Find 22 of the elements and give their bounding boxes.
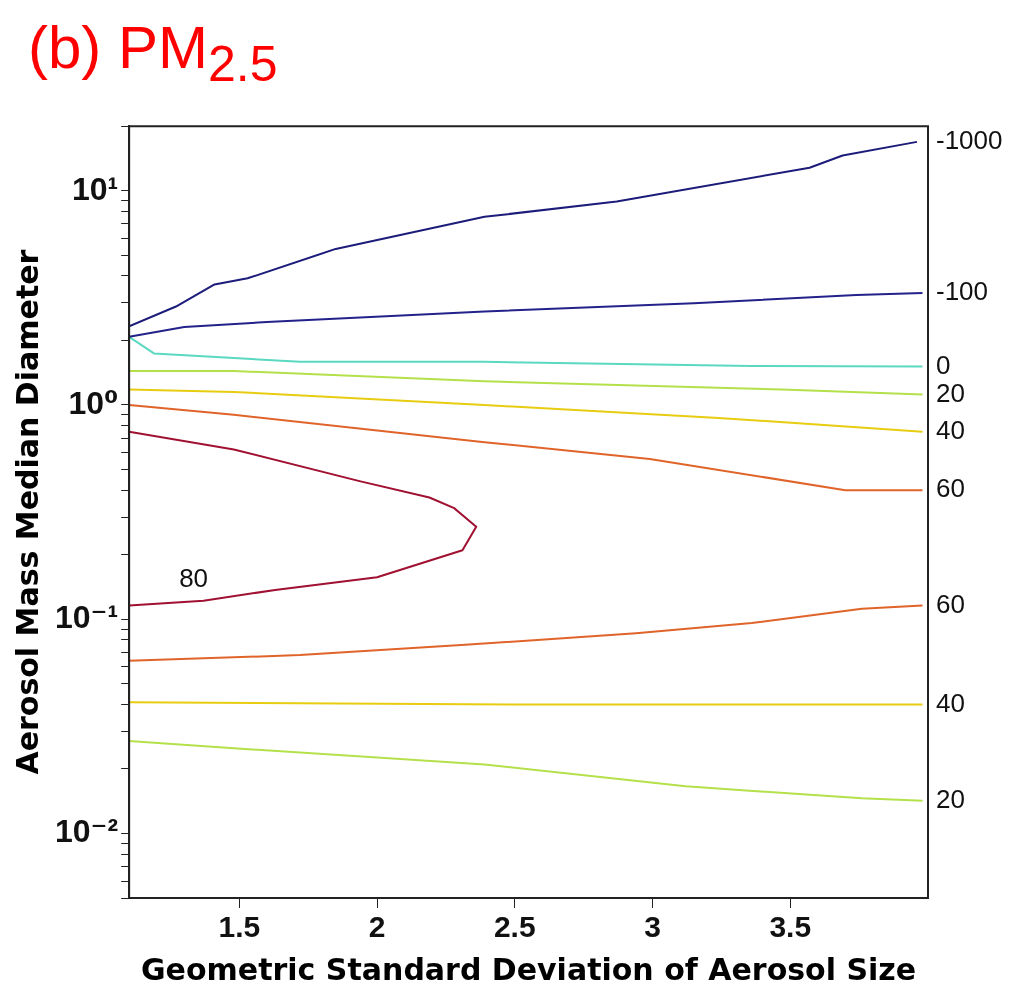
x-tick-label: 3 bbox=[644, 910, 661, 944]
series-label: -100 bbox=[936, 276, 989, 307]
series-label: 40 bbox=[936, 414, 965, 445]
series-label: 60 bbox=[936, 588, 965, 619]
series-label: 80 bbox=[179, 562, 209, 593]
series-label: 20 bbox=[936, 784, 965, 815]
x-axis-title: Geometric Standard Deviation of Aerosol Size bbox=[140, 951, 917, 987]
y-tick-label: 10⁻² bbox=[55, 813, 119, 850]
x-tick-label: 1.5 bbox=[218, 910, 261, 944]
x-tick-label: 2 bbox=[368, 910, 386, 944]
y-axis-title: Aerosol Mass Median Diameter bbox=[9, 249, 45, 775]
series-label: 20 bbox=[936, 377, 965, 408]
series-label: 0 bbox=[936, 349, 951, 380]
y-tick-label: 10¹ bbox=[71, 170, 119, 207]
chart-title: (b) PM$_{2.5}$ bbox=[27, 13, 279, 94]
series-label: -1000 bbox=[936, 125, 1003, 156]
x-tick-label: 2.5 bbox=[493, 910, 536, 944]
series-label: 60 bbox=[936, 473, 965, 504]
series-label: 40 bbox=[936, 687, 965, 718]
y-tick-label: 10⁰ bbox=[68, 384, 119, 421]
x-tick-label: 3.5 bbox=[769, 910, 812, 944]
y-tick-label: 10⁻¹ bbox=[55, 599, 119, 636]
